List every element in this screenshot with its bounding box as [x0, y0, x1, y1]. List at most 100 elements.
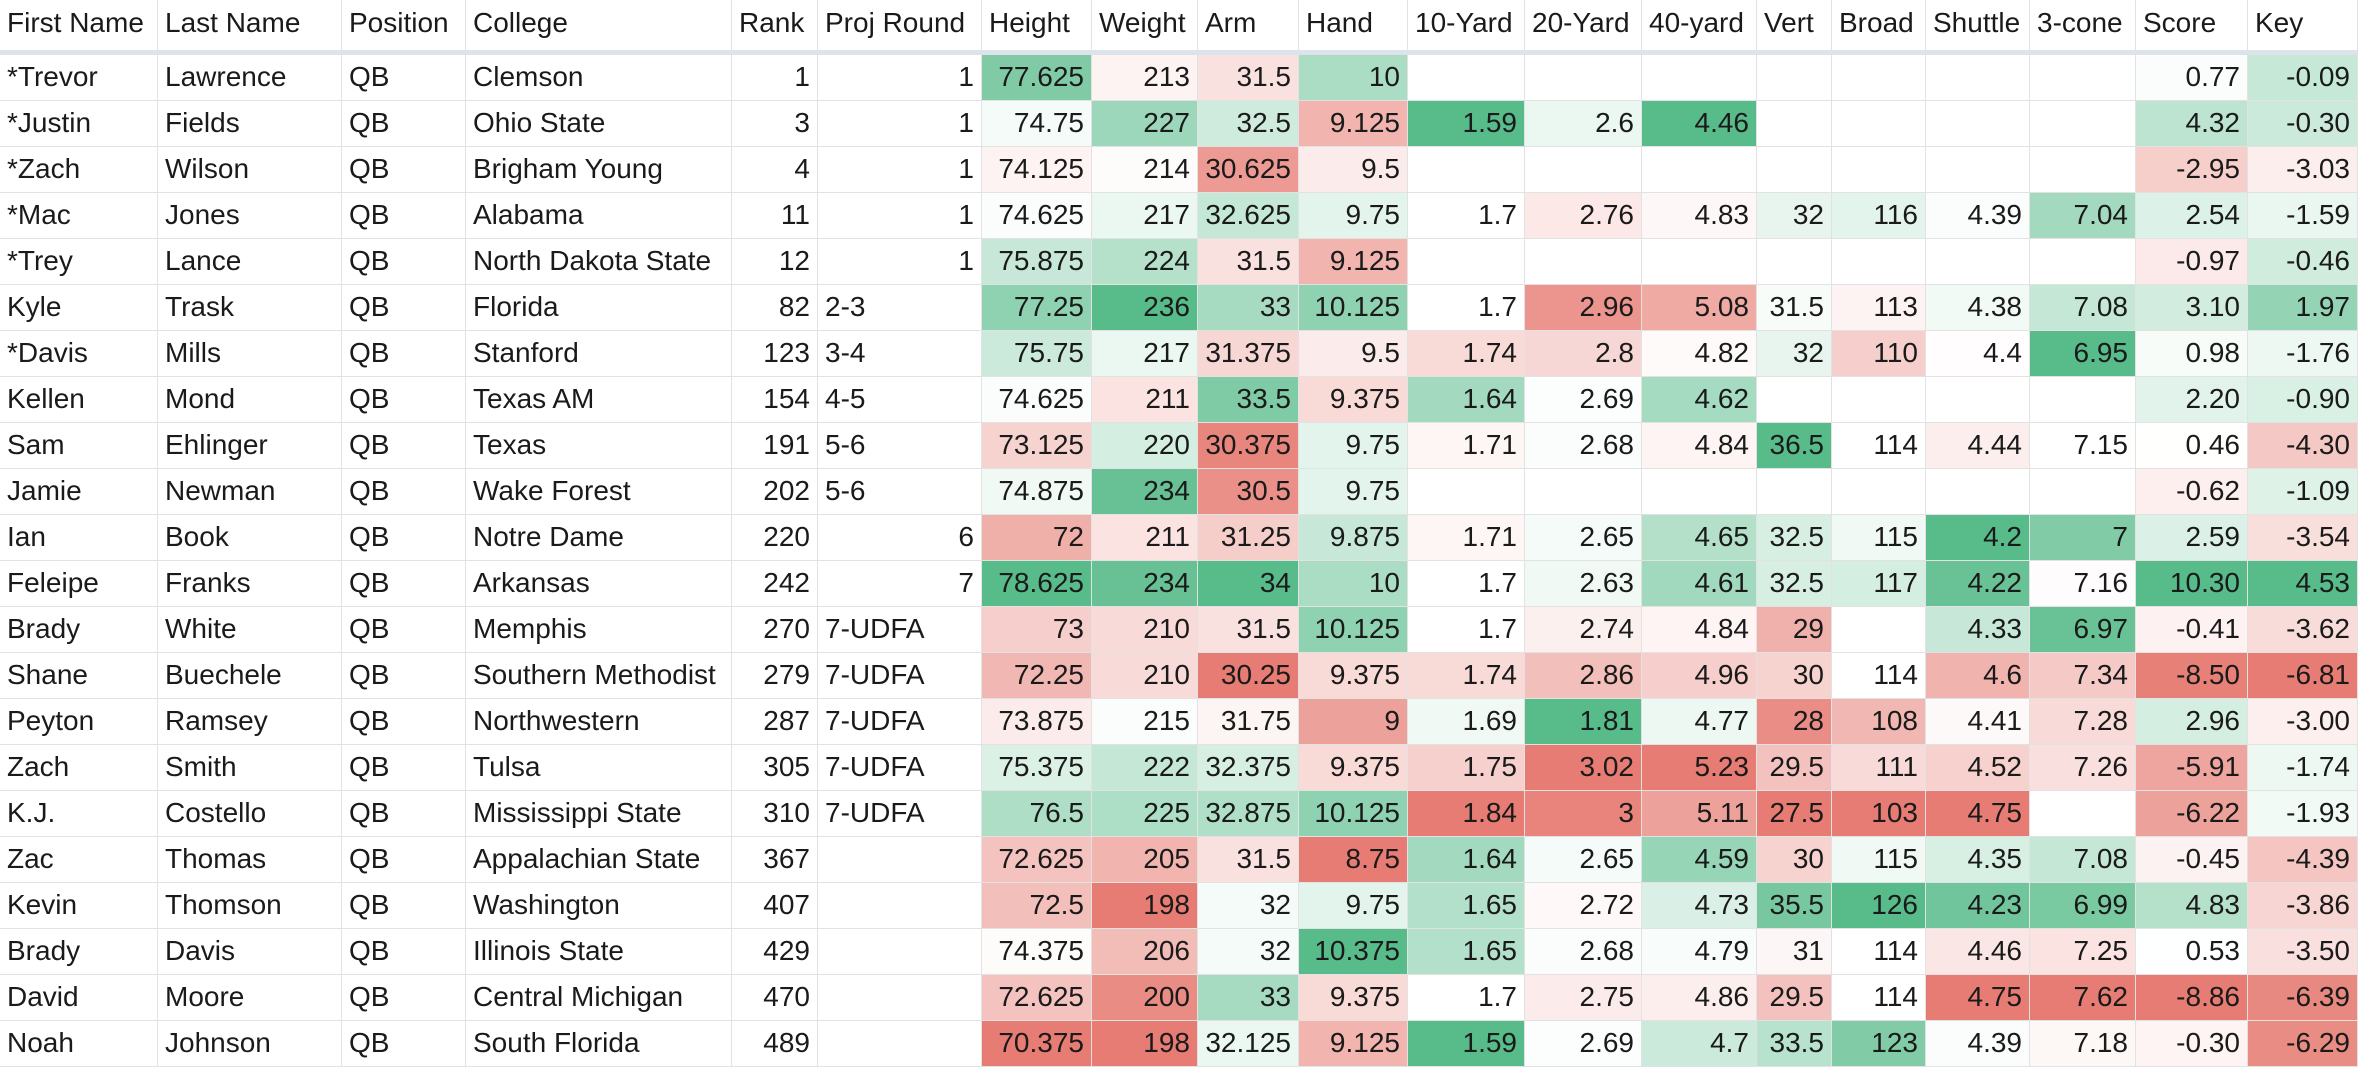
cell-college[interactable]: Central Michigan — [466, 975, 732, 1021]
cell-broad[interactable]: 114 — [1832, 975, 1926, 1021]
cell-proj-round[interactable]: 5-6 — [818, 423, 982, 469]
cell-broad[interactable]: 108 — [1832, 699, 1926, 745]
cell-height[interactable]: 74.625 — [982, 377, 1092, 423]
cell-first-name[interactable]: *Trey — [0, 239, 158, 285]
cell-height[interactable]: 78.625 — [982, 561, 1092, 607]
cell-position[interactable]: QB — [342, 929, 466, 975]
cell-score[interactable]: 2.59 — [2136, 515, 2248, 561]
cell-college[interactable]: Memphis — [466, 607, 732, 653]
cell-3-cone[interactable] — [2030, 101, 2136, 147]
cell-position[interactable]: QB — [342, 791, 466, 837]
cell-broad[interactable]: 114 — [1832, 653, 1926, 699]
cell-proj-round[interactable]: 3-4 — [818, 331, 982, 377]
cell-arm[interactable]: 31.5 — [1198, 55, 1299, 101]
cell-vert[interactable]: 35.5 — [1757, 883, 1832, 929]
cell-10-yard[interactable]: 1.7 — [1408, 193, 1525, 239]
cell-broad[interactable] — [1832, 377, 1926, 423]
cell-weight[interactable]: 234 — [1092, 561, 1198, 607]
cell-40-yard[interactable]: 4.61 — [1642, 561, 1757, 607]
cell-last-name[interactable]: Moore — [158, 975, 342, 1021]
cell-3-cone[interactable]: 7.62 — [2030, 975, 2136, 1021]
cell-vert[interactable]: 31 — [1757, 929, 1832, 975]
cell-college[interactable]: Stanford — [466, 331, 732, 377]
cell-height[interactable]: 74.125 — [982, 147, 1092, 193]
cell-broad[interactable]: 115 — [1832, 837, 1926, 883]
cell-10-yard[interactable]: 1.64 — [1408, 377, 1525, 423]
cell-score[interactable]: 0.77 — [2136, 55, 2248, 101]
cell-40-yard[interactable]: 4.84 — [1642, 607, 1757, 653]
cell-college[interactable]: Appalachian State — [466, 837, 732, 883]
cell-broad[interactable]: 123 — [1832, 1021, 1926, 1067]
cell-20-yard[interactable]: 2.75 — [1525, 975, 1642, 1021]
cell-40-yard[interactable]: 4.82 — [1642, 331, 1757, 377]
cell-10-yard[interactable]: 1.7 — [1408, 285, 1525, 331]
cell-rank[interactable]: 1 — [732, 55, 818, 101]
cell-proj-round[interactable]: 7-UDFA — [818, 791, 982, 837]
cell-last-name[interactable]: Smith — [158, 745, 342, 791]
cell-vert[interactable] — [1757, 469, 1832, 515]
cell-10-yard[interactable]: 1.65 — [1408, 929, 1525, 975]
cell-vert[interactable]: 32 — [1757, 193, 1832, 239]
cell-40-yard[interactable] — [1642, 147, 1757, 193]
cell-proj-round[interactable]: 7-UDFA — [818, 699, 982, 745]
cell-first-name[interactable]: Shane — [0, 653, 158, 699]
cell-broad[interactable] — [1832, 239, 1926, 285]
cell-height[interactable]: 75.875 — [982, 239, 1092, 285]
cell-position[interactable]: QB — [342, 101, 466, 147]
cell-10-yard[interactable]: 1.7 — [1408, 561, 1525, 607]
cell-position[interactable]: QB — [342, 147, 466, 193]
cell-shuttle[interactable] — [1926, 101, 2030, 147]
cell-arm[interactable]: 31.75 — [1198, 699, 1299, 745]
cell-height[interactable]: 74.875 — [982, 469, 1092, 515]
cell-college[interactable]: Florida — [466, 285, 732, 331]
cell-weight[interactable]: 225 — [1092, 791, 1198, 837]
cell-broad[interactable]: 111 — [1832, 745, 1926, 791]
cell-college[interactable]: Mississippi State — [466, 791, 732, 837]
cell-vert[interactable]: 29 — [1757, 607, 1832, 653]
cell-height[interactable]: 76.5 — [982, 791, 1092, 837]
cell-first-name[interactable]: Zac — [0, 837, 158, 883]
cell-college[interactable]: Illinois State — [466, 929, 732, 975]
column-header-40-yard[interactable]: 40-yard — [1642, 0, 1757, 55]
cell-10-yard[interactable]: 1.59 — [1408, 1021, 1525, 1067]
cell-score[interactable]: -0.45 — [2136, 837, 2248, 883]
cell-20-yard[interactable] — [1525, 239, 1642, 285]
cell-last-name[interactable]: Lawrence — [158, 55, 342, 101]
cell-proj-round[interactable] — [818, 1021, 982, 1067]
cell-college[interactable]: Notre Dame — [466, 515, 732, 561]
cell-3-cone[interactable] — [2030, 147, 2136, 193]
cell-weight[interactable]: 214 — [1092, 147, 1198, 193]
cell-proj-round[interactable]: 5-6 — [818, 469, 982, 515]
cell-20-yard[interactable]: 2.65 — [1525, 515, 1642, 561]
cell-height[interactable]: 73.125 — [982, 423, 1092, 469]
cell-shuttle[interactable] — [1926, 239, 2030, 285]
cell-score[interactable]: 3.10 — [2136, 285, 2248, 331]
cell-score[interactable]: 4.83 — [2136, 883, 2248, 929]
cell-20-yard[interactable]: 3 — [1525, 791, 1642, 837]
cell-shuttle[interactable]: 4.39 — [1926, 1021, 2030, 1067]
cell-key[interactable]: -0.90 — [2248, 377, 2358, 423]
cell-hand[interactable]: 10.125 — [1299, 607, 1408, 653]
cell-weight[interactable]: 200 — [1092, 975, 1198, 1021]
cell-score[interactable]: -6.22 — [2136, 791, 2248, 837]
cell-first-name[interactable]: Sam — [0, 423, 158, 469]
column-header-10-yard[interactable]: 10-Yard — [1408, 0, 1525, 55]
cell-arm[interactable]: 32.5 — [1198, 101, 1299, 147]
cell-arm[interactable]: 30.25 — [1198, 653, 1299, 699]
cell-hand[interactable]: 9.375 — [1299, 653, 1408, 699]
cell-proj-round[interactable]: 7-UDFA — [818, 745, 982, 791]
cell-20-yard[interactable]: 2.63 — [1525, 561, 1642, 607]
cell-score[interactable]: -5.91 — [2136, 745, 2248, 791]
cell-shuttle[interactable]: 4.38 — [1926, 285, 2030, 331]
cell-hand[interactable]: 9.125 — [1299, 1021, 1408, 1067]
cell-vert[interactable]: 31.5 — [1757, 285, 1832, 331]
cell-broad[interactable]: 110 — [1832, 331, 1926, 377]
cell-last-name[interactable]: Book — [158, 515, 342, 561]
cell-40-yard[interactable]: 4.83 — [1642, 193, 1757, 239]
cell-first-name[interactable]: *Zach — [0, 147, 158, 193]
cell-vert[interactable] — [1757, 55, 1832, 101]
cell-first-name[interactable]: Ian — [0, 515, 158, 561]
cell-height[interactable]: 72.625 — [982, 837, 1092, 883]
cell-college[interactable]: Alabama — [466, 193, 732, 239]
column-header-arm[interactable]: Arm — [1198, 0, 1299, 55]
